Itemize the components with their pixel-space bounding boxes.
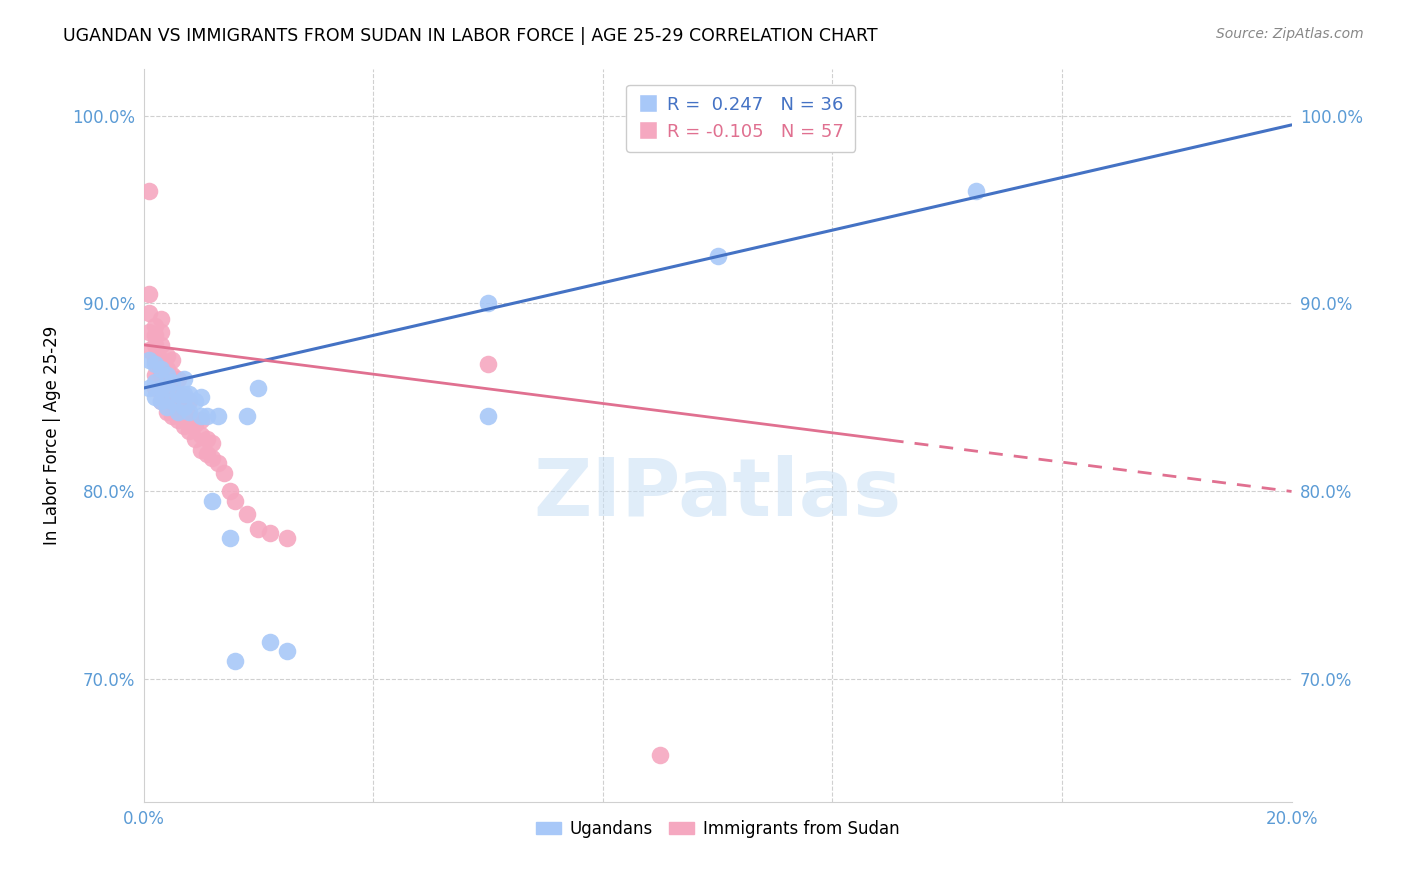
Point — [259, 525, 281, 540]
Point — [149, 311, 172, 326]
Point — [218, 484, 240, 499]
Point — [190, 409, 212, 424]
Point — [179, 409, 201, 424]
Point — [162, 368, 184, 382]
Point — [138, 287, 160, 301]
Point — [162, 394, 184, 409]
Point — [143, 338, 166, 352]
Point — [259, 635, 281, 649]
Point — [149, 338, 172, 352]
Point — [247, 522, 270, 536]
Legend: Ugandans, Immigrants from Sudan: Ugandans, Immigrants from Sudan — [529, 814, 905, 845]
Text: ZIPatlas: ZIPatlas — [533, 455, 901, 533]
Point — [143, 381, 166, 395]
Point — [965, 184, 987, 198]
Point — [477, 296, 499, 310]
Point — [143, 357, 166, 371]
Point — [138, 343, 160, 358]
Point — [149, 368, 172, 382]
Point — [143, 391, 166, 405]
Point — [155, 381, 177, 395]
Point — [149, 352, 172, 367]
Point — [650, 747, 672, 762]
Point — [162, 352, 184, 367]
Point — [179, 394, 201, 409]
Point — [201, 493, 224, 508]
Point — [155, 368, 177, 382]
Point — [155, 362, 177, 376]
Point — [138, 352, 160, 367]
Point — [184, 432, 207, 446]
Point — [179, 425, 201, 439]
Point — [173, 372, 195, 386]
Point — [149, 381, 172, 395]
Point — [155, 349, 177, 363]
Point — [173, 386, 195, 401]
Point — [706, 250, 728, 264]
Point — [218, 532, 240, 546]
Point — [143, 376, 166, 390]
Point — [138, 325, 160, 339]
Point — [201, 450, 224, 465]
Point — [155, 405, 177, 419]
Point — [195, 432, 218, 446]
Point — [167, 400, 190, 414]
Point — [138, 381, 160, 395]
Point — [167, 386, 190, 401]
Point — [167, 405, 190, 419]
Point — [155, 391, 177, 405]
Point — [236, 507, 259, 521]
Point — [195, 409, 218, 424]
Point — [162, 409, 184, 424]
Point — [173, 400, 195, 414]
Point — [276, 644, 298, 658]
Point — [149, 381, 172, 395]
Point — [149, 394, 172, 409]
Point — [190, 391, 212, 405]
Point — [138, 306, 160, 320]
Text: Source: ZipAtlas.com: Source: ZipAtlas.com — [1216, 27, 1364, 41]
Point — [149, 362, 172, 376]
Point — [149, 394, 172, 409]
Point — [190, 443, 212, 458]
Point — [155, 376, 177, 390]
Point — [201, 435, 224, 450]
Point — [167, 372, 190, 386]
Point — [138, 184, 160, 198]
Point — [143, 352, 166, 367]
Point — [167, 386, 190, 401]
Point — [190, 413, 212, 427]
Point — [143, 319, 166, 334]
Point — [195, 447, 218, 461]
Y-axis label: In Labor Force | Age 25-29: In Labor Force | Age 25-29 — [44, 326, 60, 545]
Point — [247, 381, 270, 395]
Point — [224, 493, 246, 508]
Point — [173, 405, 195, 419]
Point — [477, 357, 499, 371]
Point — [207, 456, 229, 470]
Point — [190, 428, 212, 442]
Point — [167, 413, 190, 427]
Point — [143, 328, 166, 343]
Point — [162, 379, 184, 393]
Point — [179, 386, 201, 401]
Point — [155, 400, 177, 414]
Text: UGANDAN VS IMMIGRANTS FROM SUDAN IN LABOR FORCE | AGE 25-29 CORRELATION CHART: UGANDAN VS IMMIGRANTS FROM SUDAN IN LABO… — [63, 27, 877, 45]
Point — [143, 368, 166, 382]
Point — [477, 409, 499, 424]
Point — [207, 409, 229, 424]
Point — [179, 405, 201, 419]
Point — [149, 325, 172, 339]
Point — [162, 394, 184, 409]
Point — [173, 418, 195, 433]
Point — [173, 391, 195, 405]
Point — [236, 409, 259, 424]
Point — [162, 376, 184, 390]
Point — [184, 394, 207, 409]
Point — [224, 654, 246, 668]
Point — [276, 532, 298, 546]
Point — [184, 417, 207, 431]
Point — [212, 466, 235, 480]
